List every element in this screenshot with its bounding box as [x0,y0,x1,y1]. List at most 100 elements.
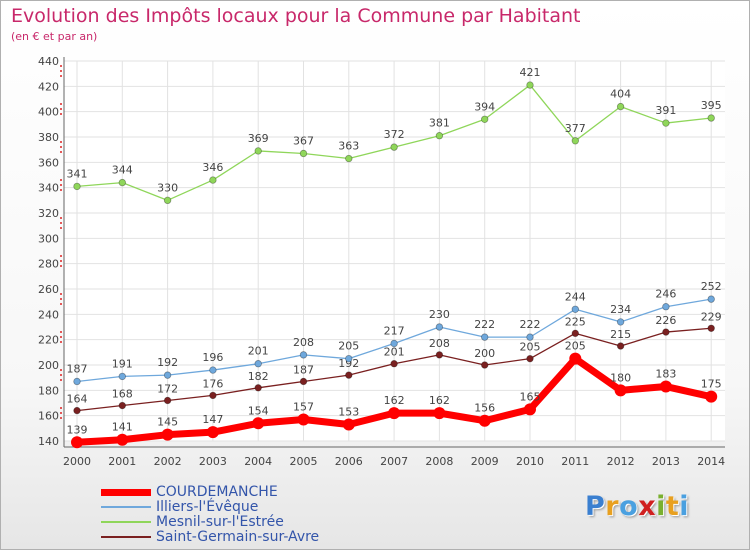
data-point [299,149,308,158]
data-label: 192 [338,357,359,370]
data-label: 182 [248,370,269,383]
data-label: 208 [293,336,314,349]
data-label: 175 [701,378,722,391]
x-tick-label: 2012 [607,455,635,468]
data-point [616,102,625,111]
data-label: 176 [202,377,223,390]
x-tick-label: 2002 [154,455,182,468]
legend-label: COURDEMANCHE [156,484,278,500]
data-point [163,371,172,379]
data-point [707,324,715,332]
data-label: 164 [67,393,88,406]
data-label: 157 [293,400,314,413]
data-point [435,323,444,331]
data-point [209,391,217,400]
data-point [481,115,489,123]
x-tick-label: 2008 [425,455,453,468]
data-point [571,305,579,313]
data-label: 208 [429,337,450,350]
legend-swatch [101,506,151,508]
y-tick-label: 240 [38,308,59,321]
data-point [662,328,670,336]
data-point [433,407,446,420]
data-point [616,318,625,326]
data-label: 165 [520,390,541,403]
data-label: 191 [112,357,133,370]
y-tick-label: 380 [38,131,59,144]
y-tick-label: 420 [38,80,59,93]
data-point [707,114,715,122]
data-label: 153 [338,406,359,419]
data-label: 246 [655,288,676,301]
data-label: 226 [655,314,676,327]
data-label: 192 [157,356,178,369]
data-label: 252 [701,280,722,293]
data-label: 139 [67,423,88,436]
y-tick-label: 260 [38,283,59,296]
data-point [662,119,670,127]
data-point [614,384,627,397]
data-point [206,426,219,439]
data-point [569,352,582,365]
data-label: 217 [384,324,405,337]
data-point [526,354,534,363]
x-tick-label: 2013 [652,455,680,468]
data-label: 145 [157,416,178,429]
data-point [254,147,262,155]
data-point [478,414,491,427]
data-label: 205 [338,340,359,353]
data-point [299,377,308,386]
data-label: 205 [520,341,541,354]
data-label: 346 [202,161,223,174]
data-point [116,433,129,446]
data-point [345,354,353,363]
data-point [73,182,81,191]
data-label: 156 [474,402,495,415]
data-label: 200 [474,347,495,360]
data-point [526,333,534,341]
data-label: 404 [610,88,631,101]
data-label: 381 [429,117,450,130]
data-point [390,360,398,368]
data-point [209,176,217,184]
data-point [297,413,310,426]
data-label: 341 [67,167,88,180]
data-label: 201 [248,345,269,358]
data-label: 344 [112,164,133,177]
data-label: 234 [610,303,631,316]
x-tick-label: 2003 [199,455,227,468]
data-point [254,384,262,392]
data-label: 244 [565,290,586,303]
data-label: 187 [293,363,314,376]
data-point [345,371,353,379]
x-tick-label: 2005 [290,455,318,468]
data-label: 377 [565,122,586,135]
data-point [388,407,401,420]
data-point [73,377,81,386]
x-tick-label: 2001 [108,455,136,468]
data-point [390,143,398,151]
x-tick-label: 2009 [471,455,499,468]
data-label: 369 [248,132,269,145]
y-tick-label: 280 [38,258,59,271]
data-point [481,333,489,341]
data-label: 162 [429,394,450,407]
data-label: 222 [474,318,495,331]
data-point [254,360,262,368]
data-label: 229 [701,310,722,323]
data-label: 180 [610,371,631,384]
y-tick-label: 400 [38,106,59,119]
y-tick-label: 340 [38,182,59,195]
x-tick-label: 2006 [335,455,363,468]
data-point [659,380,672,393]
y-tick-label: 160 [38,410,59,423]
data-label: 421 [520,66,541,79]
data-label: 168 [112,388,133,401]
data-point [616,342,625,350]
data-label: 187 [67,362,88,375]
legend-label: Mesnil-sur-l'Estrée [156,514,284,530]
data-label: 230 [429,308,450,321]
y-tick-label: 440 [38,55,59,68]
data-point [73,406,81,415]
